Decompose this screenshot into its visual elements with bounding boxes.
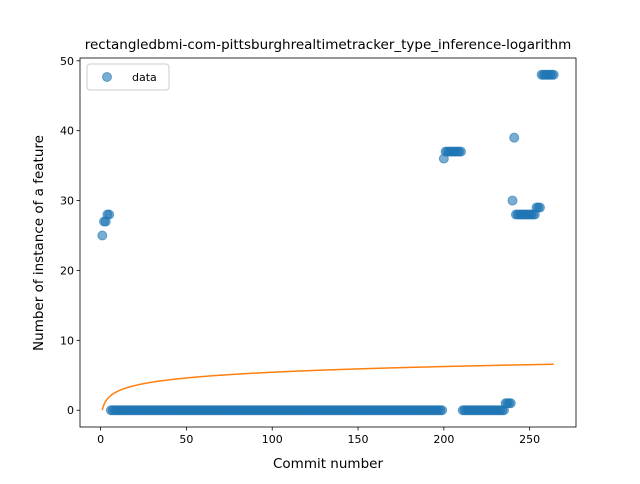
- legend-marker-data: [102, 72, 112, 82]
- x-axis-label: Commit number: [273, 456, 383, 472]
- data-point: [507, 195, 518, 206]
- data-point: [437, 405, 448, 416]
- axes-frame: [79, 57, 577, 428]
- x-tick-label: 0: [97, 433, 104, 446]
- y-tick-label: 20: [60, 264, 74, 277]
- data-point: [456, 146, 467, 157]
- x-tick-label: 250: [519, 433, 540, 446]
- data-point: [509, 132, 520, 143]
- y-tick-label: 50: [60, 55, 74, 68]
- y-tick-label: 0: [67, 404, 74, 417]
- data-point: [548, 69, 559, 80]
- fit-line: [101, 363, 554, 411]
- x-tick-label: 150: [348, 433, 369, 446]
- y-tick-label: 40: [60, 125, 74, 138]
- chart-title: rectangledbmi-com-pittsburghrealtimetrac…: [85, 37, 572, 53]
- data-point: [97, 230, 108, 241]
- data-point: [104, 209, 115, 220]
- legend: data: [86, 63, 170, 91]
- y-axis-label: Number of instance of a feature: [31, 135, 47, 351]
- y-tick-label: 10: [60, 334, 74, 347]
- legend-frame: [86, 63, 170, 91]
- x-tick-label: 50: [179, 433, 193, 446]
- x-tick-label: 100: [262, 433, 283, 446]
- plot-area: [97, 69, 559, 416]
- y-tick-label: 30: [60, 195, 74, 208]
- data-point: [534, 202, 545, 213]
- x-tick-label: 200: [433, 433, 454, 446]
- axes: 0 50 100 150 200 250 0 10 20 30 40 50: [60, 55, 577, 446]
- legend-label-data: data: [132, 71, 157, 84]
- data-point: [505, 398, 516, 409]
